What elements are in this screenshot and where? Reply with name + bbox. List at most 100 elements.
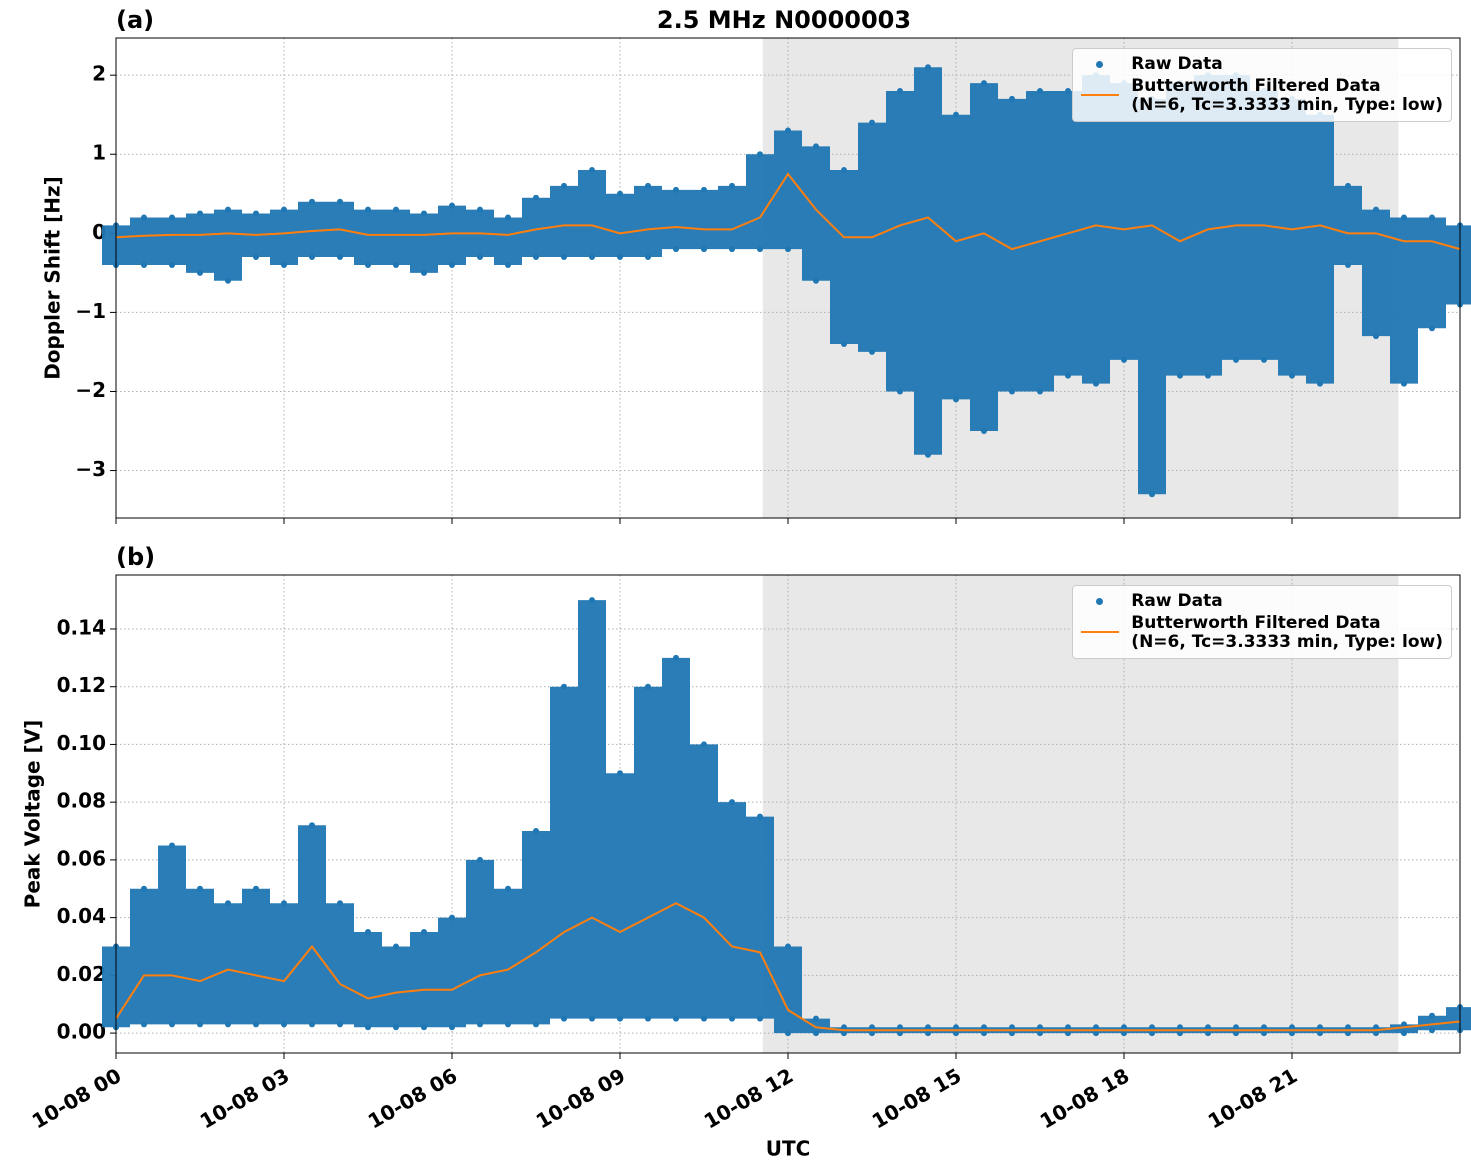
raw-point: [533, 254, 539, 261]
x-tick-label: 10-08 06: [364, 1063, 462, 1133]
raw-point: [309, 198, 315, 205]
raw-point: [505, 214, 511, 221]
raw-point: [1401, 214, 1407, 221]
raw-point: [197, 210, 203, 217]
raw-point: [1177, 372, 1183, 379]
raw-point: [141, 885, 147, 892]
raw-point: [953, 1024, 959, 1031]
raw-point: [505, 261, 511, 268]
raw-point: [1289, 372, 1295, 379]
raw-point: [533, 828, 539, 835]
raw-point: [841, 341, 847, 348]
raw-point: [589, 1015, 595, 1022]
raw-point: [953, 396, 959, 403]
legend-entry: Raw Data: [1081, 592, 1443, 612]
raw-point: [449, 1024, 455, 1031]
raw-point: [337, 254, 343, 261]
raw-point: [1149, 1024, 1155, 1031]
raw-point: [1429, 325, 1435, 332]
legend-entry: Butterworth Filtered Data (N=6, Tc=3.333…: [1081, 614, 1443, 652]
raw-point: [505, 885, 511, 892]
raw-point: [589, 167, 595, 174]
raw-point: [253, 885, 259, 892]
raw-point: [701, 246, 707, 253]
plot-frame: [115, 574, 1461, 1054]
y-tick-label: 2: [92, 62, 106, 86]
raw-point: [925, 1024, 931, 1031]
y-tick-label: 0.12: [57, 673, 106, 697]
raw-point: [645, 1015, 651, 1022]
plot-frame: [115, 37, 1461, 519]
raw-point: [561, 683, 567, 690]
raw-point: [757, 151, 763, 158]
raw-point: [673, 1015, 679, 1022]
raw-point: [1373, 1030, 1379, 1037]
raw-point: [785, 127, 791, 134]
raw-point: [169, 214, 175, 221]
legend-label: Butterworth Filtered Data (N=6, Tc=3.333…: [1131, 76, 1443, 115]
raw-point: [729, 799, 735, 806]
x-tick-label: 10-08 03: [196, 1063, 294, 1133]
raw-point: [1009, 1024, 1015, 1031]
raw-point: [365, 929, 371, 936]
raw-point: [337, 900, 343, 907]
raw-point: [813, 1030, 819, 1037]
raw-point: [477, 1021, 483, 1028]
raw-point: [953, 111, 959, 118]
raw-point: [1345, 1030, 1351, 1037]
raw-point: [981, 80, 987, 87]
raw-point: [281, 1021, 287, 1028]
y-tick-label: 0.02: [57, 962, 106, 986]
raw-point: [1037, 388, 1043, 395]
raw-point: [197, 1021, 203, 1028]
panel-label: (b): [116, 543, 155, 571]
raw-point: [1233, 356, 1239, 363]
raw-point: [757, 1015, 763, 1022]
raw-point: [897, 1024, 903, 1031]
raw-point: [1373, 333, 1379, 340]
raw-point: [1429, 1027, 1435, 1034]
raw-point: [701, 1015, 707, 1022]
raw-point: [225, 206, 231, 213]
raw-point: [1401, 1021, 1407, 1028]
filtered-line: [115, 902, 1461, 1032]
raw-point: [1429, 214, 1435, 221]
raw-point: [1093, 1030, 1099, 1037]
raw-point: [785, 1030, 791, 1037]
x-tick-label: 10-08 00: [28, 1063, 126, 1133]
raw-point: [141, 261, 147, 268]
raw-point: [729, 246, 735, 253]
raw-point: [897, 87, 903, 94]
raw-point: [645, 182, 651, 189]
raw-point: [1177, 1024, 1183, 1031]
panel-label: (a): [116, 6, 154, 34]
raw-point: [533, 1021, 539, 1028]
raw-point: [1009, 95, 1015, 102]
raw-point: [561, 254, 567, 261]
raw-point: [421, 210, 427, 217]
legend-key: [1081, 77, 1121, 115]
raw-point: [141, 1021, 147, 1028]
raw-point: [953, 1030, 959, 1037]
raw-point: [505, 1021, 511, 1028]
raw-point: [841, 167, 847, 174]
raw-point: [589, 254, 595, 261]
raw-point: [1317, 1024, 1323, 1031]
raw-point: [841, 1024, 847, 1031]
raw-point: [1065, 1024, 1071, 1031]
raw-point: [477, 856, 483, 863]
raw-point: [925, 451, 931, 458]
raw-point: [197, 885, 203, 892]
raw-point: [1345, 1024, 1351, 1031]
raw-point: [1009, 388, 1015, 395]
raw-point: [281, 261, 287, 268]
raw-point: [1317, 380, 1323, 387]
raw-point: [1289, 1030, 1295, 1037]
raw-point: [169, 1021, 175, 1028]
raw-point: [617, 190, 623, 197]
raw-point: [869, 1030, 875, 1037]
raw-point: [169, 261, 175, 268]
raw-point: [365, 1024, 371, 1031]
y-tick-label: 0.08: [57, 789, 106, 813]
raw-point: [1345, 182, 1351, 189]
